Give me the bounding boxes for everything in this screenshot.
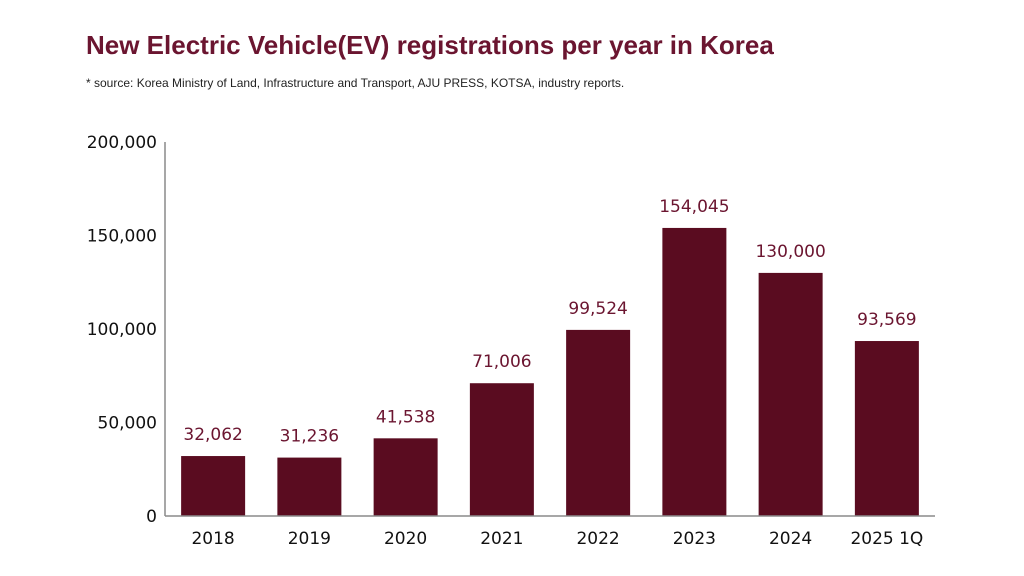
data-label: 71,006 (472, 352, 531, 372)
x-category-label: 2020 (384, 529, 427, 549)
bars (181, 227, 919, 516)
y-tick-label: 150,000 (87, 227, 157, 247)
bar (181, 456, 246, 516)
x-category-label: 2019 (288, 529, 331, 549)
x-category-label: 2021 (480, 529, 523, 549)
bar (373, 438, 438, 516)
y-tick-label: 200,000 (87, 133, 157, 153)
data-label: 31,236 (280, 427, 339, 447)
x-category-label: 2022 (576, 529, 619, 549)
x-category-label: 2018 (191, 529, 234, 549)
data-label: 41,538 (376, 407, 435, 427)
bar (566, 329, 631, 516)
data-label: 93,569 (857, 310, 916, 330)
data-label: 99,524 (568, 299, 627, 319)
x-category-label: 2024 (769, 529, 812, 549)
bar (662, 227, 727, 516)
chart-title: New Electric Vehicle(EV) registrations p… (86, 30, 774, 60)
data-label: 154,045 (659, 197, 729, 217)
y-tick-label: 100,000 (87, 320, 157, 340)
x-axis-categories: 2018 2019 2020 2021 2022 2023 2024 2025 1Q (191, 529, 923, 549)
bar (469, 383, 534, 516)
chart-subtitle: * source: Korea Ministry of Land, Infras… (86, 76, 625, 90)
data-label: 130,000 (755, 242, 825, 262)
bar (277, 457, 342, 516)
bar (758, 272, 823, 516)
data-label: 32,062 (183, 425, 242, 445)
bar (854, 341, 919, 516)
x-category-label: 2023 (673, 529, 716, 549)
x-category-label: 2025 1Q (850, 529, 923, 549)
y-tick-label: 0 (146, 507, 157, 527)
data-labels: 32,062 31,236 41,538 71,006 99,524 154,045 130… (183, 197, 916, 447)
y-tick-label: 50,000 (98, 414, 157, 434)
y-axis-ticks: 0 50,000 100,000 150,000 200,000 (87, 133, 157, 527)
